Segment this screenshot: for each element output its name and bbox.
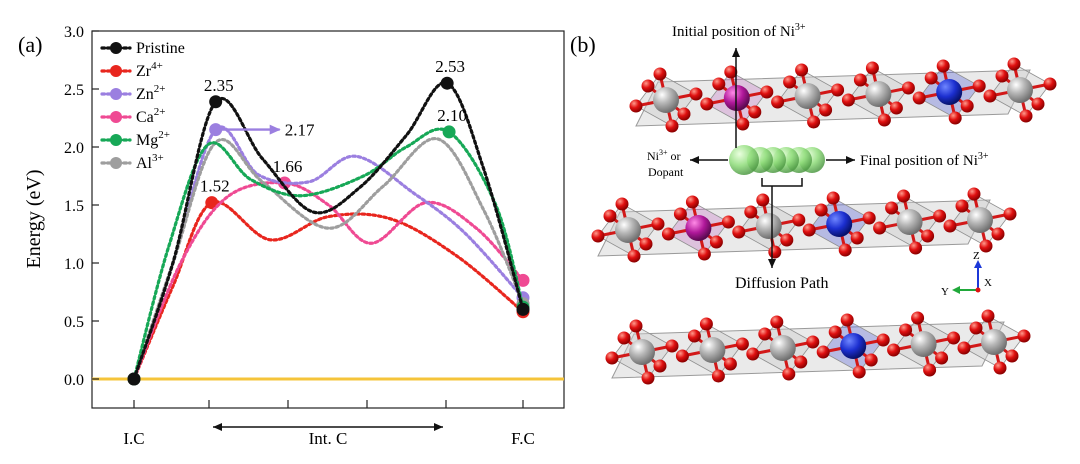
panel-b-label: (b) bbox=[570, 32, 596, 57]
energy-chart: 0.0 0.5 1.0 1.5 2.0 2.5 3.0 Energy (eV) I.C In… bbox=[23, 24, 565, 448]
data-point-zr bbox=[205, 196, 219, 210]
diffusion-path-label: Diffusion Path bbox=[735, 275, 828, 292]
y-tick-label: 2.0 bbox=[64, 140, 84, 157]
octahedral-layer bbox=[629, 57, 1057, 133]
y-tick-label: 3.0 bbox=[64, 24, 84, 41]
octahedral-layer bbox=[605, 309, 1031, 385]
y-tick-label: 0.0 bbox=[64, 372, 84, 389]
legend-marker bbox=[110, 134, 122, 146]
panel-a-label: (a) bbox=[18, 32, 42, 57]
legend-label: Al3+ bbox=[136, 152, 164, 172]
y-tick-label: 0.5 bbox=[64, 314, 84, 331]
y-tick-label: 2.5 bbox=[64, 82, 84, 99]
data-point-pristine bbox=[516, 302, 530, 316]
axis-triad: Z Y X bbox=[941, 250, 992, 298]
x-tick-label-ic: I.C bbox=[123, 429, 144, 448]
series-line-mg bbox=[132, 127, 525, 381]
axis-y-label: Y bbox=[941, 286, 949, 298]
dopant-label-2: Dopant bbox=[648, 165, 684, 179]
annotation-label: 1.66 bbox=[273, 157, 303, 176]
diffusion-spheres bbox=[729, 145, 825, 175]
annotation-label: 2.17 bbox=[285, 121, 315, 140]
x-axis: I.C Int. C F.C bbox=[123, 400, 535, 448]
series-line-zn bbox=[132, 125, 525, 381]
legend-label: Pristine bbox=[136, 40, 185, 57]
annotation-label: 2.10 bbox=[437, 106, 467, 125]
legend-marker bbox=[110, 111, 122, 123]
data-point-ca bbox=[516, 273, 530, 287]
legend-label: Zn2+ bbox=[136, 83, 166, 103]
y-axis-label: Energy (eV) bbox=[23, 169, 45, 268]
final-position-label: Final position of Ni3+ bbox=[860, 151, 989, 169]
annotation-label: 1.52 bbox=[200, 177, 230, 196]
legend-label: Ca2+ bbox=[136, 106, 166, 126]
legend-marker bbox=[110, 88, 122, 100]
series-line-ca bbox=[132, 181, 525, 381]
legend-marker bbox=[110, 42, 122, 54]
legend-marker bbox=[110, 157, 122, 169]
x-tick-label-int: Int. C bbox=[309, 429, 348, 448]
legend: Pristine Zr4+ Zn2+ Ca2+ Mg2+ Al3+ bbox=[100, 40, 185, 172]
data-point-pristine bbox=[440, 76, 454, 90]
annotations: 2.35 2.53 2.17 1.66 2.10 1.52 bbox=[200, 57, 467, 195]
axis-x-label: X bbox=[984, 277, 992, 289]
octahedral-layers bbox=[591, 57, 1057, 385]
axis-z-label: Z bbox=[973, 250, 980, 262]
y-axis: 0.0 0.5 1.0 1.5 2.0 2.5 3.0 bbox=[64, 24, 99, 389]
octahedral-layer bbox=[591, 187, 1017, 263]
y-tick-label: 1.0 bbox=[64, 256, 84, 273]
series-layer bbox=[127, 76, 530, 386]
annotation-label: 2.35 bbox=[204, 76, 234, 95]
legend-label: Zr4+ bbox=[136, 60, 163, 80]
data-point-mg bbox=[442, 125, 456, 139]
data-point-pristine bbox=[127, 372, 141, 386]
legend-marker bbox=[110, 65, 122, 77]
annotation-label: 2.53 bbox=[435, 57, 465, 76]
initial-position-label: Initial position of Ni3+ bbox=[672, 22, 806, 40]
data-point-pristine bbox=[209, 95, 223, 109]
series-line-zr bbox=[132, 200, 525, 381]
dopant-label: Ni3+ or bbox=[647, 148, 681, 163]
crystal-structure: Initial position of Ni3+ Final position … bbox=[591, 22, 1057, 385]
series-line-pristine bbox=[132, 81, 525, 381]
plot-frame bbox=[91, 30, 565, 409]
diffusion-bracket bbox=[761, 178, 803, 187]
data-point-zn bbox=[209, 123, 223, 137]
y-tick-label: 1.5 bbox=[64, 198, 84, 215]
legend-label: Mg2+ bbox=[136, 129, 170, 149]
x-tick-label-fc: F.C bbox=[511, 429, 535, 448]
